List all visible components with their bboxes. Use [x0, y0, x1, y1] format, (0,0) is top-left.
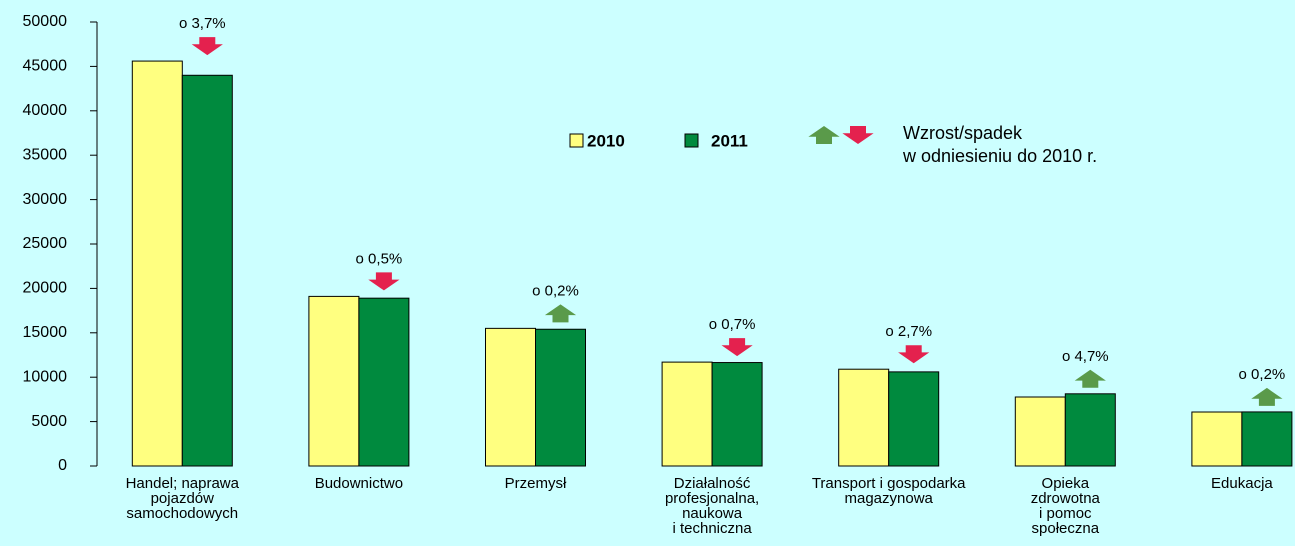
y-tick-label: 50000	[23, 13, 68, 30]
change-label: o 0,7%	[709, 316, 756, 333]
change-label: o 0,5%	[356, 250, 403, 267]
x-tick-label: Transport i gospodarka magazynowa	[811, 475, 966, 507]
bar	[308, 295, 360, 467]
y-tick-label: 5000	[31, 413, 67, 430]
legend-label: 2011	[711, 131, 748, 150]
change-label: o 0,2%	[532, 282, 579, 299]
y-tick-label: 25000	[23, 235, 68, 252]
change-label: o 3,7%	[179, 15, 226, 32]
legend-swatch	[684, 133, 699, 148]
change-arrow	[1074, 369, 1106, 388]
change-arrow	[368, 272, 400, 291]
bar	[1014, 396, 1066, 467]
x-tick-label: Handel; naprawa pojazdów samochodowych	[125, 475, 239, 522]
bar	[1064, 393, 1116, 467]
change-label: o 4,7%	[1062, 348, 1109, 365]
change-arrow	[898, 345, 930, 364]
x-tick-label: Edukacja	[1211, 475, 1273, 492]
y-tick-label: 35000	[23, 146, 68, 163]
bar	[711, 362, 763, 467]
bar	[535, 328, 586, 467]
y-tick-label: 20000	[23, 280, 68, 297]
y-tick-label: 40000	[23, 102, 68, 119]
y-tick-label: 0	[58, 457, 67, 474]
bar	[1241, 411, 1293, 467]
legend-arrow-up	[808, 126, 840, 144]
bar	[838, 368, 890, 467]
change-arrow	[1251, 387, 1283, 406]
bar	[888, 371, 940, 467]
bar	[1191, 411, 1243, 467]
x-tick-label: Działalność profesjonalna, naukowa i tec…	[664, 475, 760, 537]
legend-label: 2010	[587, 131, 625, 150]
change-label: o 0,2%	[1239, 366, 1286, 383]
change-arrow	[191, 37, 223, 56]
bar	[358, 297, 410, 467]
y-tick-label: 15000	[23, 324, 68, 341]
bar	[181, 74, 233, 467]
x-tick-label: Opieka zdrowotna i pomoc społeczna	[1030, 475, 1100, 537]
change-arrow	[721, 338, 753, 357]
y-tick-label: 30000	[23, 191, 68, 208]
bar	[131, 60, 183, 467]
change-arrow	[544, 304, 577, 323]
legend-note: Wzrost/spadek w odniesieniu do 2010 r.	[903, 123, 1098, 166]
x-tick-label: Przemysł	[504, 475, 567, 492]
y-tick-label: 45000	[23, 58, 68, 75]
bar	[485, 327, 536, 467]
bar	[661, 361, 713, 467]
y-tick-label: 10000	[23, 368, 68, 385]
x-tick-label: Budownictwo	[314, 475, 404, 492]
change-label: o 2,7%	[885, 323, 932, 340]
legend-swatch	[569, 133, 584, 148]
legend-arrow-down	[842, 126, 874, 144]
